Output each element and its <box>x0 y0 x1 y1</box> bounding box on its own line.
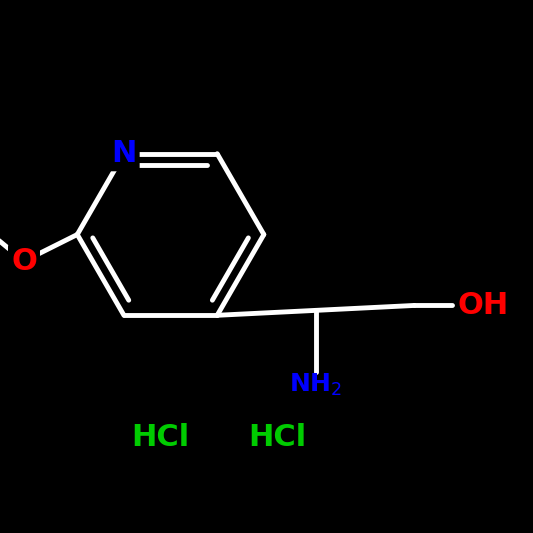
Text: O: O <box>11 247 37 276</box>
Text: N: N <box>111 139 136 168</box>
Text: OH: OH <box>457 291 508 320</box>
Text: HCl: HCl <box>248 423 306 451</box>
Text: HCl: HCl <box>131 423 189 451</box>
Text: NH$_2$: NH$_2$ <box>289 372 342 398</box>
